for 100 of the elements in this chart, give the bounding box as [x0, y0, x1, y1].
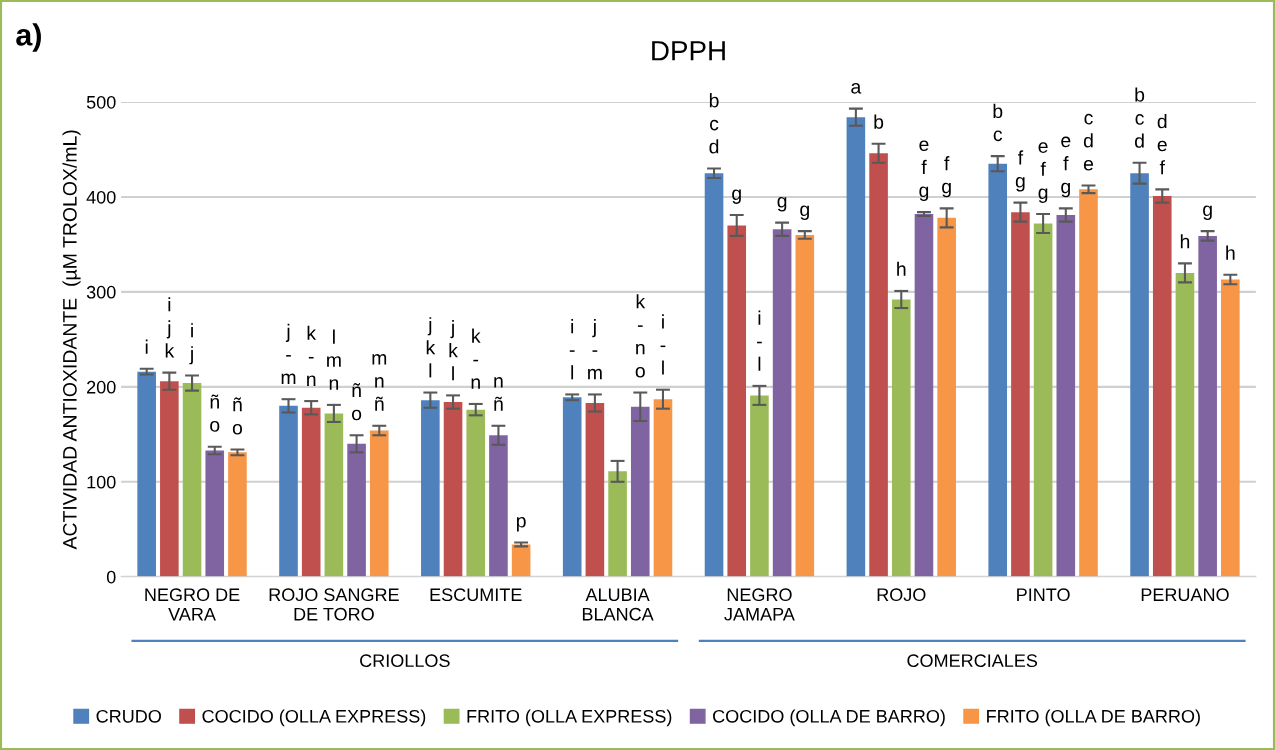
bar [205, 450, 225, 577]
bar [1175, 272, 1195, 577]
data-label: l m n [327, 329, 341, 390]
x-tick-label: NEGRO JAMAPA [724, 588, 795, 621]
data-label: m n ñ [372, 354, 387, 411]
x-tick-label: PERUANO [1141, 588, 1229, 602]
bar [937, 217, 956, 577]
legend-label: FRITO (OLLA EXPRESS) [467, 709, 672, 727]
data-label: j - m [588, 319, 602, 380]
y-tick-label: 200 [87, 380, 116, 394]
data-label: h [1180, 234, 1190, 249]
bar [347, 443, 366, 577]
data-label: d e f [1157, 114, 1167, 175]
data-label: ñ o [210, 394, 220, 432]
bar [988, 163, 1008, 577]
legend-label: COCIDO (OLLA DE BARRO) [713, 709, 945, 727]
bar [301, 407, 321, 577]
bar [1079, 189, 1098, 577]
bar [1221, 279, 1240, 577]
bar [443, 402, 463, 577]
bar [1033, 223, 1053, 577]
bar [750, 395, 769, 577]
bar [1056, 214, 1076, 577]
data-label: i - l [660, 314, 666, 375]
bar [137, 371, 156, 577]
y-tick-label: 400 [86, 190, 116, 204]
legend-label: CRUDO [96, 709, 161, 723]
data-label: b c d [709, 93, 719, 154]
text: CRIOLLOS [360, 654, 450, 668]
data-label: g [1203, 205, 1212, 221]
bar [1152, 196, 1172, 577]
data-label: p [516, 516, 526, 532]
data-label: j k l [449, 320, 458, 381]
bar [421, 400, 440, 577]
y-tick-label: 500 [86, 95, 116, 109]
data-label: e f g [919, 140, 929, 202]
data-label: k - n [307, 325, 317, 386]
bar [772, 229, 792, 577]
data-label: j - m [281, 323, 296, 385]
text: COMERCIALES [907, 654, 1038, 668]
data-label: j k l [426, 317, 436, 378]
text: a) [16, 23, 41, 52]
data-label: n ñ [494, 377, 503, 411]
bar [585, 402, 605, 577]
data-label: k - n [471, 328, 481, 389]
bar [914, 214, 934, 577]
data-label: f g [1015, 150, 1025, 192]
data-label: e f g [1038, 142, 1048, 203]
data-label: g [777, 197, 787, 212]
bar [704, 173, 724, 577]
data-label: b c [993, 103, 1003, 142]
data-label: i [145, 339, 148, 354]
bar [891, 299, 911, 577]
data-label: c d e [1083, 113, 1094, 171]
x-tick-label: NEGRO DE VARA [145, 588, 240, 621]
bar [1011, 212, 1030, 577]
data-label: k - n o [635, 294, 646, 378]
bar [228, 452, 247, 577]
data-label: h [897, 261, 906, 276]
y-tick-label: 100 [87, 475, 116, 489]
data-label: a [851, 83, 862, 94]
data-label: i - l [757, 310, 762, 371]
data-label: g [732, 189, 741, 204]
bar [511, 544, 531, 577]
bar [562, 397, 582, 577]
legend-label: COCIDO (OLLA EXPRESS) [202, 709, 426, 727]
data-label: g [800, 205, 809, 221]
x-tick-label: ESCUMITE [430, 588, 522, 602]
bar [727, 225, 747, 577]
data-label: b c d [1134, 87, 1145, 148]
bar [160, 381, 179, 577]
bar [369, 430, 389, 577]
data-label: b [874, 114, 884, 129]
bar [653, 399, 673, 577]
data-label: f g [942, 156, 951, 198]
data-label: h [1226, 245, 1235, 260]
bar [466, 409, 486, 577]
y-tick-label: 0 [106, 570, 116, 584]
bar [1130, 173, 1149, 577]
bar [869, 153, 888, 577]
bar [324, 413, 344, 577]
chart-title: DPPH [652, 41, 725, 61]
x-tick-label: ROJO SANGRE DE TORO [269, 588, 399, 621]
x-tick-label: ROJO [877, 588, 926, 602]
y-tick-label: 300 [86, 285, 116, 299]
data-label: ñ o [352, 383, 362, 421]
bar [1198, 235, 1217, 577]
x-tick-label: PINTO [1017, 588, 1070, 602]
bar [630, 406, 650, 577]
data-label: i j k [165, 297, 175, 358]
bar [489, 435, 508, 577]
bar [795, 234, 815, 577]
bar [608, 471, 627, 577]
bar [279, 405, 298, 577]
legend-label: FRITO (OLLA DE BARRO) [987, 709, 1200, 727]
data-label: i - l [569, 319, 575, 380]
data-label: e f g [1061, 136, 1071, 198]
data-label: ñ o [232, 397, 243, 435]
bar [846, 117, 866, 577]
y-axis-title: ACTIVIDAD ANTIOXIDANTE (µM TROLOX/mL) [62, 130, 81, 550]
